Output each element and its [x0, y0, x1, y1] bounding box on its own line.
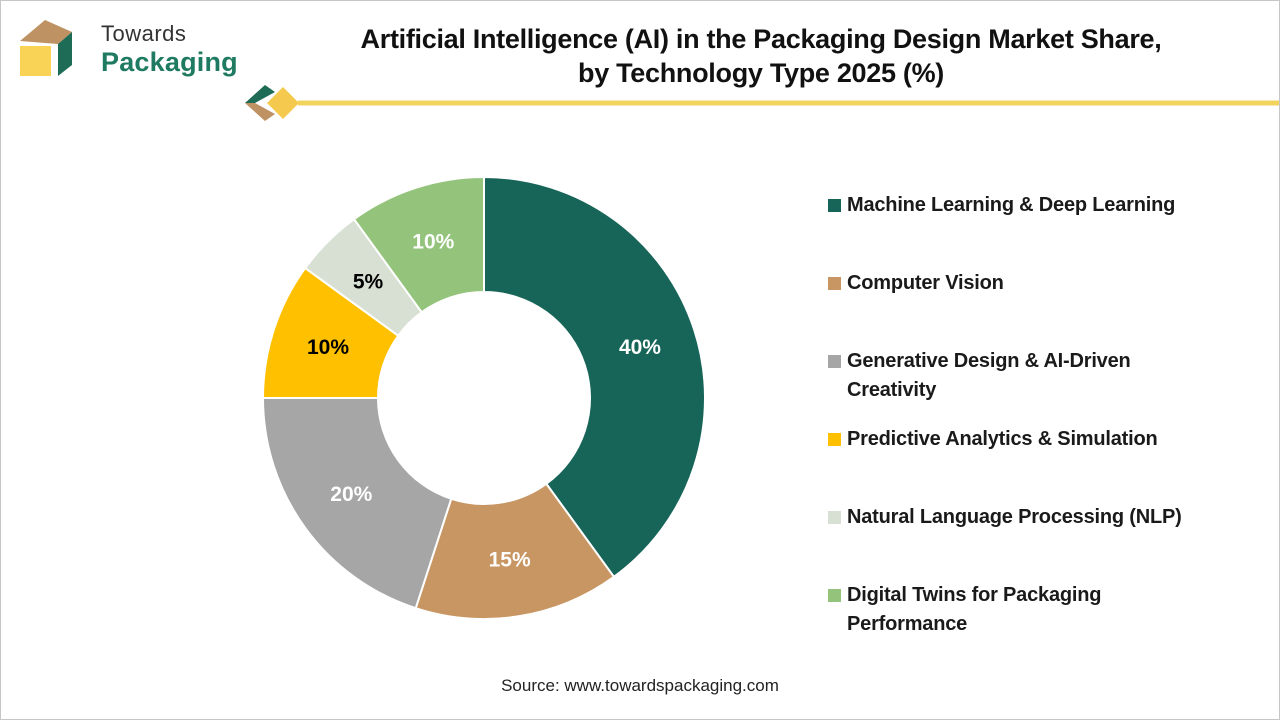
- slice-data-label-3: 20%: [330, 483, 372, 506]
- donut-slice-3: [261, 397, 453, 610]
- chart-title-line1: Artificial Intelligence (AI) in the Pack…: [360, 24, 1162, 54]
- legend-swatch-icon: [828, 277, 841, 290]
- legend-item-3: Generative Design & AI-Driven Creativity: [828, 347, 1208, 405]
- legend-swatch-icon: [828, 589, 841, 602]
- legend-label: Generative Design & AI-Driven Creativity: [847, 350, 1131, 401]
- towards-packaging-logo: Towards Packaging: [17, 13, 238, 81]
- logo-towards-text: Towards: [101, 21, 187, 46]
- logo-packaging-text: Packaging: [101, 47, 238, 77]
- legend-item-1: Machine Learning & Deep Learning: [828, 191, 1208, 220]
- chart-title-line2: by Technology Type 2025 (%): [578, 58, 944, 88]
- chart-legend: Machine Learning & Deep Learning Computer…: [828, 191, 1208, 659]
- legend-label: Predictive Analytics & Simulation: [847, 428, 1158, 450]
- legend-item-6: Digital Twins for Packaging Performance: [828, 581, 1208, 639]
- legend-label: Natural Language Processing (NLP): [847, 506, 1182, 528]
- source-text: Source: www.towardspackaging.com: [501, 676, 779, 695]
- donut-slice-6: [352, 175, 485, 314]
- legend-label: Computer Vision: [847, 272, 1004, 294]
- logo-box-icon: [20, 20, 72, 76]
- divider-arrow-green-facet: [245, 85, 275, 103]
- slice-data-label-2: 15%: [489, 548, 531, 571]
- legend-label: Machine Learning & Deep Learning: [847, 194, 1176, 216]
- legend-item-4: Predictive Analytics & Simulation: [828, 425, 1208, 454]
- legend-swatch-icon: [828, 355, 841, 368]
- donut-slice-2: [414, 482, 616, 620]
- slice-data-label-5: 5%: [353, 271, 384, 294]
- chart-title: Artificial Intelligence (AI) in the Pack…: [241, 22, 1279, 90]
- donut-chart: 40% 15% 20% 10% 5% 10%: [261, 175, 706, 620]
- legend-item-2: Computer Vision: [828, 269, 1208, 298]
- title-divider-decoration: [245, 85, 1279, 121]
- legend-swatch-icon: [828, 511, 841, 524]
- donut-slice-1: [483, 175, 706, 579]
- divider-line: [298, 100, 1279, 106]
- legend-item-5: Natural Language Processing (NLP): [828, 503, 1208, 532]
- legend-label: Digital Twins for Packaging Performance: [847, 584, 1102, 635]
- legend-swatch-icon: [828, 433, 841, 446]
- divider-arrow-tan-facet: [245, 103, 275, 121]
- logo-wordmark: Towards Packaging: [101, 13, 238, 77]
- slice-data-label-1: 40%: [619, 336, 661, 359]
- divider-arrow-diamond-icon: [267, 87, 299, 119]
- slice-data-label-6: 10%: [412, 231, 454, 254]
- slice-data-label-4: 10%: [307, 336, 349, 359]
- legend-swatch-icon: [828, 199, 841, 212]
